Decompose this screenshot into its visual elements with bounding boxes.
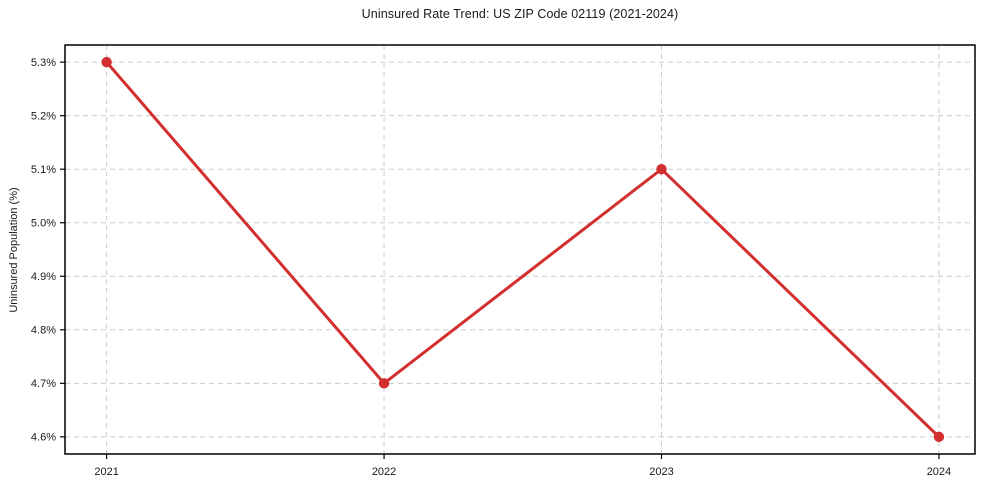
data-point-2021 — [101, 56, 112, 68]
y-tick-label: 4.6% — [31, 432, 56, 444]
y-tick-label: 4.8% — [31, 325, 56, 337]
x-tick-label: 2022 — [372, 466, 396, 478]
chart-title: Uninsured Rate Trend: US ZIP Code 02119 … — [361, 7, 679, 21]
x-tick-label: 2021 — [94, 466, 118, 478]
data-point-2024 — [933, 431, 945, 443]
y-tick-label: 5.0% — [31, 218, 56, 230]
y-tick-label: 5.1% — [31, 164, 56, 176]
x-tick-label: 2024 — [927, 466, 951, 478]
y-tick-label: 5.3% — [31, 57, 56, 69]
data-point-2023 — [656, 163, 667, 175]
x-tick-label: 2023 — [649, 466, 673, 478]
y-tick-label: 4.9% — [31, 271, 56, 283]
y-tick-label: 4.7% — [31, 378, 56, 390]
plot-border — [64, 44, 976, 455]
y-tick-label: 5.2% — [31, 110, 56, 122]
trend-line — [105, 60, 941, 439]
data-point-2022 — [378, 378, 390, 389]
